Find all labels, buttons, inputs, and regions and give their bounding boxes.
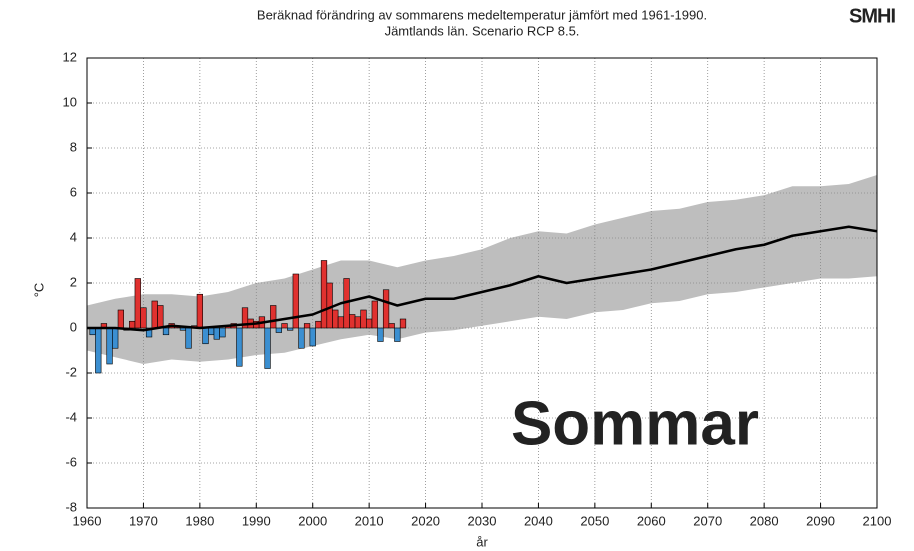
x-tick-label: 1990 bbox=[242, 513, 271, 528]
bar bbox=[162, 327, 170, 336]
x-tick-label: 1960 bbox=[73, 513, 102, 528]
bar bbox=[157, 305, 164, 329]
chart-subtitle: Jämtlands län. Scenario RCP 8.5. bbox=[385, 23, 580, 38]
bar bbox=[320, 260, 328, 329]
bar bbox=[117, 309, 124, 329]
y-tick-label: 6 bbox=[70, 184, 77, 199]
bar bbox=[360, 309, 367, 329]
bar bbox=[213, 327, 220, 340]
range-band bbox=[87, 175, 877, 364]
bar bbox=[399, 318, 407, 329]
y-tick-label: -6 bbox=[65, 454, 77, 469]
x-tick-label: 2040 bbox=[524, 513, 553, 528]
bar bbox=[388, 323, 395, 329]
bar bbox=[275, 327, 282, 333]
bar bbox=[219, 327, 226, 338]
bar bbox=[185, 327, 192, 349]
y-tick-label: 2 bbox=[70, 274, 77, 289]
bar bbox=[371, 300, 378, 329]
bar bbox=[366, 318, 373, 329]
x-tick-label: 2060 bbox=[637, 513, 666, 528]
bar bbox=[354, 316, 361, 329]
y-tick-label: -2 bbox=[65, 364, 77, 379]
bar bbox=[270, 305, 277, 329]
bar bbox=[151, 300, 158, 329]
bar bbox=[337, 316, 345, 329]
bar bbox=[332, 309, 339, 329]
x-tick-label: 2000 bbox=[298, 513, 327, 528]
x-tick-label: 2010 bbox=[355, 513, 384, 528]
x-tick-label: 2090 bbox=[806, 513, 835, 528]
mean-line bbox=[87, 225, 878, 332]
annotation: Sommar bbox=[511, 389, 759, 458]
bar bbox=[236, 327, 243, 367]
bar bbox=[264, 327, 271, 369]
bar bbox=[315, 320, 322, 329]
bar bbox=[309, 327, 316, 347]
x-tick-label: 2020 bbox=[411, 513, 440, 528]
bar bbox=[394, 327, 401, 342]
bar bbox=[140, 307, 147, 329]
bar bbox=[112, 327, 119, 349]
bar bbox=[382, 289, 390, 329]
y-tick-label: -4 bbox=[65, 409, 77, 424]
bar bbox=[292, 273, 299, 329]
bar bbox=[326, 282, 333, 329]
y-tick-label: -8 bbox=[65, 499, 77, 514]
bar bbox=[106, 327, 113, 365]
bar bbox=[129, 320, 136, 329]
x-tick-label: 2050 bbox=[580, 513, 609, 528]
bar bbox=[196, 293, 203, 329]
x-tick-label: 1980 bbox=[185, 513, 214, 528]
bar bbox=[349, 314, 356, 329]
bar bbox=[303, 323, 311, 329]
chart-title: Beräknad förändring av sommarens medelte… bbox=[257, 7, 707, 22]
y-tick-label: 0 bbox=[70, 319, 77, 334]
x-axis-label: år bbox=[476, 534, 488, 549]
x-tick-label: 2070 bbox=[693, 513, 722, 528]
y-tick-label: 10 bbox=[63, 94, 77, 109]
bar bbox=[95, 327, 102, 374]
bar bbox=[281, 323, 288, 329]
logo: SMHI bbox=[849, 5, 895, 27]
x-tick-label: 2080 bbox=[750, 513, 779, 528]
y-axis-label: °C bbox=[31, 283, 46, 298]
x-tick-label: 2100 bbox=[863, 513, 892, 528]
bar bbox=[202, 327, 209, 345]
bar bbox=[298, 327, 305, 349]
y-tick-label: 4 bbox=[70, 229, 77, 244]
x-tick-label: 1970 bbox=[129, 513, 158, 528]
bar bbox=[241, 307, 249, 329]
bar bbox=[179, 327, 187, 331]
y-tick-label: 12 bbox=[63, 49, 77, 64]
x-tick-label: 2030 bbox=[468, 513, 497, 528]
bar bbox=[287, 327, 294, 331]
bar bbox=[377, 327, 384, 342]
bar bbox=[208, 327, 215, 336]
bar bbox=[134, 278, 141, 329]
y-tick-label: 8 bbox=[70, 139, 77, 154]
bar bbox=[145, 327, 153, 338]
